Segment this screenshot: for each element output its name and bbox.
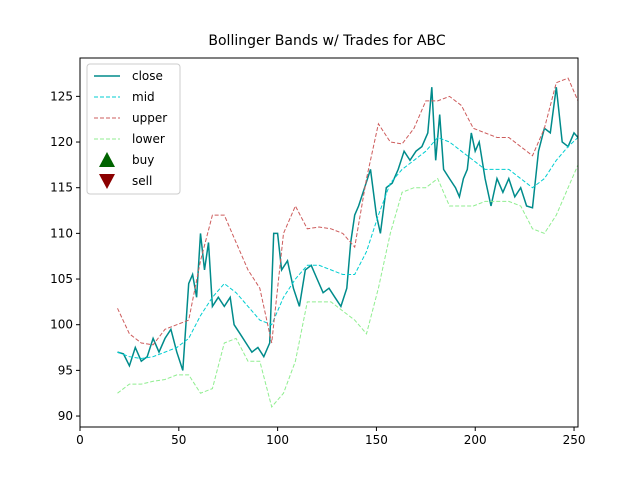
- plot-frame: [79, 57, 579, 428]
- x-tick-label: 0: [76, 433, 84, 447]
- x-tick-label: 100: [266, 433, 289, 447]
- x-tick-label: 150: [365, 433, 388, 447]
- legend-label: sell: [132, 174, 152, 188]
- x-tick-label: 250: [563, 433, 586, 447]
- series-line: [117, 87, 578, 371]
- legend-label: mid: [132, 90, 155, 104]
- legend-label: upper: [132, 111, 167, 125]
- y-tick-label: 95: [58, 363, 73, 377]
- legend-label: buy: [132, 153, 154, 167]
- series-line: [117, 77, 578, 346]
- y-tick-label: 110: [50, 226, 73, 240]
- y-tick-label: 90: [58, 409, 73, 423]
- legend-label: close: [132, 69, 163, 83]
- y-tick-label: 120: [50, 135, 73, 149]
- y-tick-label: 105: [50, 272, 73, 286]
- legend-label: lower: [132, 132, 165, 146]
- y-tick-label: 100: [50, 318, 73, 332]
- x-tick-label: 200: [464, 433, 487, 447]
- legend-marker: [99, 174, 115, 189]
- series-line: [117, 136, 578, 360]
- y-tick-label: 125: [50, 89, 73, 103]
- legend-marker: [99, 152, 115, 167]
- series-line: [117, 164, 578, 408]
- y-tick-label: 115: [50, 181, 73, 195]
- x-tick-label: 50: [171, 433, 186, 447]
- chart-title: Bollinger Bands w/ Trades for ABC: [208, 33, 445, 49]
